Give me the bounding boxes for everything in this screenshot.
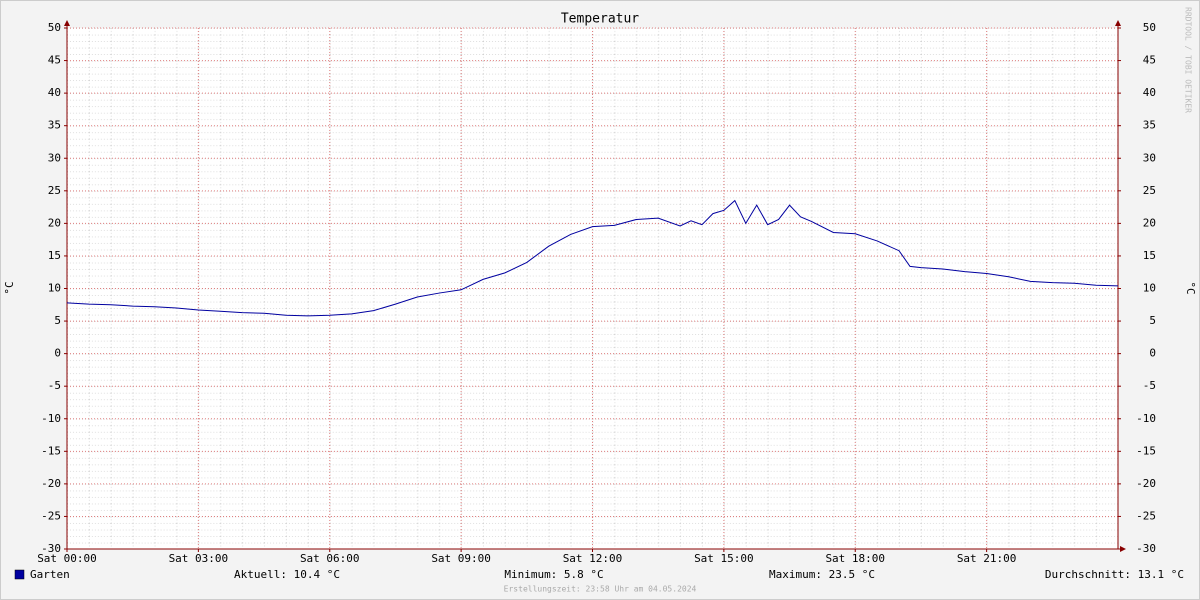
y-tick-label: 45 <box>48 54 61 67</box>
footer: Erstellungszeit: 23:58 Uhr am 04.05.2024 <box>504 585 697 594</box>
y2-tick-label: -5 <box>1143 379 1156 392</box>
y-tick-label: 10 <box>48 282 61 295</box>
x-tick-label: Sat 15:00 <box>694 552 754 565</box>
y-tick-label: 15 <box>48 249 61 262</box>
y-tick-label: 35 <box>48 119 61 132</box>
y-tick-label: -30 <box>41 542 61 555</box>
y2-axis-label: °C <box>1184 281 1197 294</box>
y2-tick-label: 5 <box>1149 314 1156 327</box>
y-tick-label: 0 <box>54 347 61 360</box>
y-tick-label: 5 <box>54 314 61 327</box>
y2-tick-label: 25 <box>1143 184 1156 197</box>
x-tick-label: Sat 12:00 <box>563 552 623 565</box>
stat: Aktuell: 10.4 °C <box>234 568 340 581</box>
stat: Minimum: 5.8 °C <box>504 568 603 581</box>
y2-tick-label: 10 <box>1143 282 1156 295</box>
y2-tick-label: 15 <box>1143 249 1156 262</box>
y2-tick-label: 35 <box>1143 119 1156 132</box>
y-tick-label: 20 <box>48 216 61 229</box>
y2-tick-label: -10 <box>1136 412 1156 425</box>
y-tick-label: -5 <box>48 379 61 392</box>
arrow <box>64 20 70 26</box>
y-tick-label: -20 <box>41 477 61 490</box>
y2-tick-label: -20 <box>1136 477 1156 490</box>
arrow <box>1120 546 1126 552</box>
y2-tick-label: -15 <box>1136 444 1156 457</box>
y-tick-label: 50 <box>48 21 61 34</box>
legend-swatch <box>14 569 25 580</box>
x-tick-label: Sat 09:00 <box>431 552 491 565</box>
y-tick-label: -15 <box>41 444 61 457</box>
y2-tick-label: 30 <box>1143 151 1156 164</box>
stat: Maximum: 23.5 °C <box>769 568 875 581</box>
x-tick-label: Sat 21:00 <box>957 552 1017 565</box>
x-tick-label: Sat 03:00 <box>169 552 229 565</box>
line <box>66 199 1119 317</box>
y2-tick-label: 50 <box>1143 21 1156 34</box>
y2-tick-label: 0 <box>1149 347 1156 360</box>
x-tick-label: Sat 00:00 <box>37 552 97 565</box>
chart-title: Temperatur <box>561 12 639 27</box>
y2-tick-label: 40 <box>1143 86 1156 99</box>
legend-label: Garten <box>30 568 70 581</box>
y2-tick-label: -25 <box>1136 509 1156 522</box>
y-tick-label: 40 <box>48 86 61 99</box>
x-tick-label: Sat 06:00 <box>300 552 360 565</box>
y2-tick-label: -30 <box>1136 542 1156 555</box>
y-axis-label: °C <box>3 281 16 294</box>
stat: Durchschnitt: 13.1 °C <box>1045 568 1184 581</box>
y-tick-label: 30 <box>48 151 61 164</box>
y-tick-label: -10 <box>41 412 61 425</box>
x-tick-label: Sat 18:00 <box>825 552 885 565</box>
y2-tick-label: 20 <box>1143 216 1156 229</box>
y2-tick-label: 45 <box>1143 54 1156 67</box>
watermark: RRDTOOL / TOBI OETIKER <box>1184 7 1193 113</box>
y-tick-label: -25 <box>41 509 61 522</box>
y-tick-label: 25 <box>48 184 61 197</box>
arrow <box>1115 20 1121 26</box>
